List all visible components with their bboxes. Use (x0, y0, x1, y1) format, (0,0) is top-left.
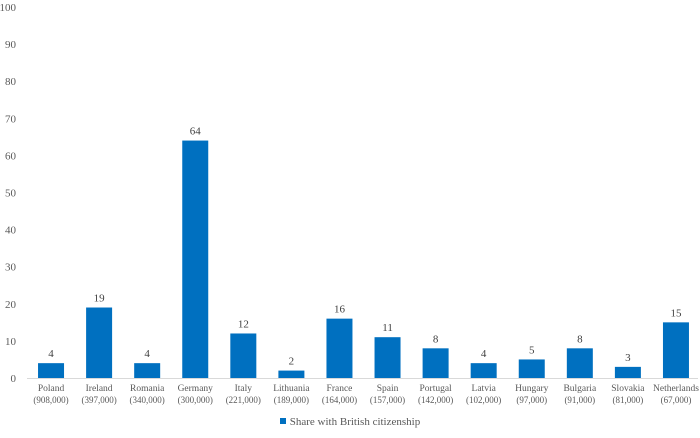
data-label: 8 (433, 333, 439, 345)
bar-poland (38, 363, 65, 378)
bar-lithuania (278, 370, 305, 378)
y-tick-label: 60 (5, 150, 17, 162)
data-label: 4 (144, 348, 150, 360)
x-tick-population: (300,000) (178, 395, 213, 405)
bar-ireland (86, 307, 113, 378)
y-axis: 0 10 20 30 40 50 60 70 80 90 100 (0, 2, 17, 385)
x-tick-label: Netherlands (653, 384, 699, 394)
data-label: 64 (190, 126, 202, 138)
bar-hungary (518, 359, 545, 378)
x-tick-label: Hungary (515, 384, 548, 394)
bar-bulgaria (566, 348, 593, 378)
bar-slovakia (614, 366, 641, 378)
data-label: 4 (48, 348, 54, 360)
bar-romania (134, 363, 161, 378)
x-tick-label: Germany (178, 384, 214, 394)
bar-portugal (422, 348, 449, 378)
bar-netherlands (662, 322, 689, 378)
bar-france (326, 318, 353, 378)
x-tick-label: Ireland (86, 384, 113, 394)
bar-series (38, 140, 689, 378)
x-tick-population: (157,000) (370, 395, 405, 405)
x-tick-population: (97,000) (516, 395, 547, 405)
x-tick-population: (81,000) (613, 395, 644, 405)
data-label: 12 (238, 318, 249, 330)
x-tick-label: Italy (235, 384, 253, 394)
data-label: 4 (481, 348, 487, 360)
data-label: 2 (289, 356, 295, 368)
legend: Share with British citizenship (0, 416, 700, 428)
y-tick-label: 90 (5, 39, 17, 51)
y-tick-label: 70 (5, 113, 17, 125)
x-tick-label: Romania (130, 384, 165, 394)
data-label: 3 (625, 352, 631, 364)
legend-swatch (279, 418, 286, 425)
data-labels: 4 19 4 64 12 2 16 11 8 4 5 8 3 15 (48, 126, 682, 368)
x-axis: Poland(908,000)Ireland(397,000)Romania(3… (33, 384, 699, 405)
data-label: 8 (577, 333, 583, 345)
data-label: 16 (334, 304, 346, 316)
data-label: 11 (382, 322, 393, 334)
x-tick-population: (142,000) (418, 395, 453, 405)
y-tick-label: 80 (5, 76, 17, 88)
x-tick-population: (908,000) (33, 395, 68, 405)
x-tick-label: Slovakia (611, 384, 645, 394)
x-tick-label: Poland (38, 384, 65, 394)
x-tick-population: (67,000) (661, 395, 692, 405)
y-tick-label: 40 (5, 225, 17, 237)
x-tick-label: Lithuania (273, 384, 310, 394)
x-tick-label: France (327, 384, 353, 394)
y-tick-label: 10 (5, 336, 17, 348)
y-tick-label: 0 (11, 373, 17, 385)
x-tick-population: (164,000) (322, 395, 357, 405)
x-tick-population: (91,000) (564, 395, 595, 405)
x-tick-population: (102,000) (466, 395, 501, 405)
x-tick-label: Portugal (420, 384, 453, 394)
data-label: 5 (529, 344, 535, 356)
data-label: 15 (670, 307, 682, 319)
x-tick-label: Spain (377, 384, 399, 394)
y-tick-label: 20 (5, 299, 17, 311)
bar-spain (374, 337, 401, 378)
bar-latvia (470, 363, 497, 378)
y-tick-label: 50 (5, 188, 17, 200)
x-tick-label: Latvia (472, 384, 497, 394)
x-tick-population: (189,000) (274, 395, 309, 405)
legend-label: Share with British citizenship (289, 416, 421, 428)
x-tick-population: (397,000) (81, 395, 116, 405)
bar-germany (182, 140, 209, 378)
x-tick-label: Bulgaria (563, 384, 596, 394)
y-tick-label: 100 (0, 2, 17, 14)
data-label: 19 (94, 293, 106, 305)
x-tick-population: (340,000) (130, 395, 165, 405)
x-tick-population: (221,000) (226, 395, 261, 405)
y-tick-label: 30 (5, 262, 17, 274)
bar-italy (230, 333, 257, 378)
